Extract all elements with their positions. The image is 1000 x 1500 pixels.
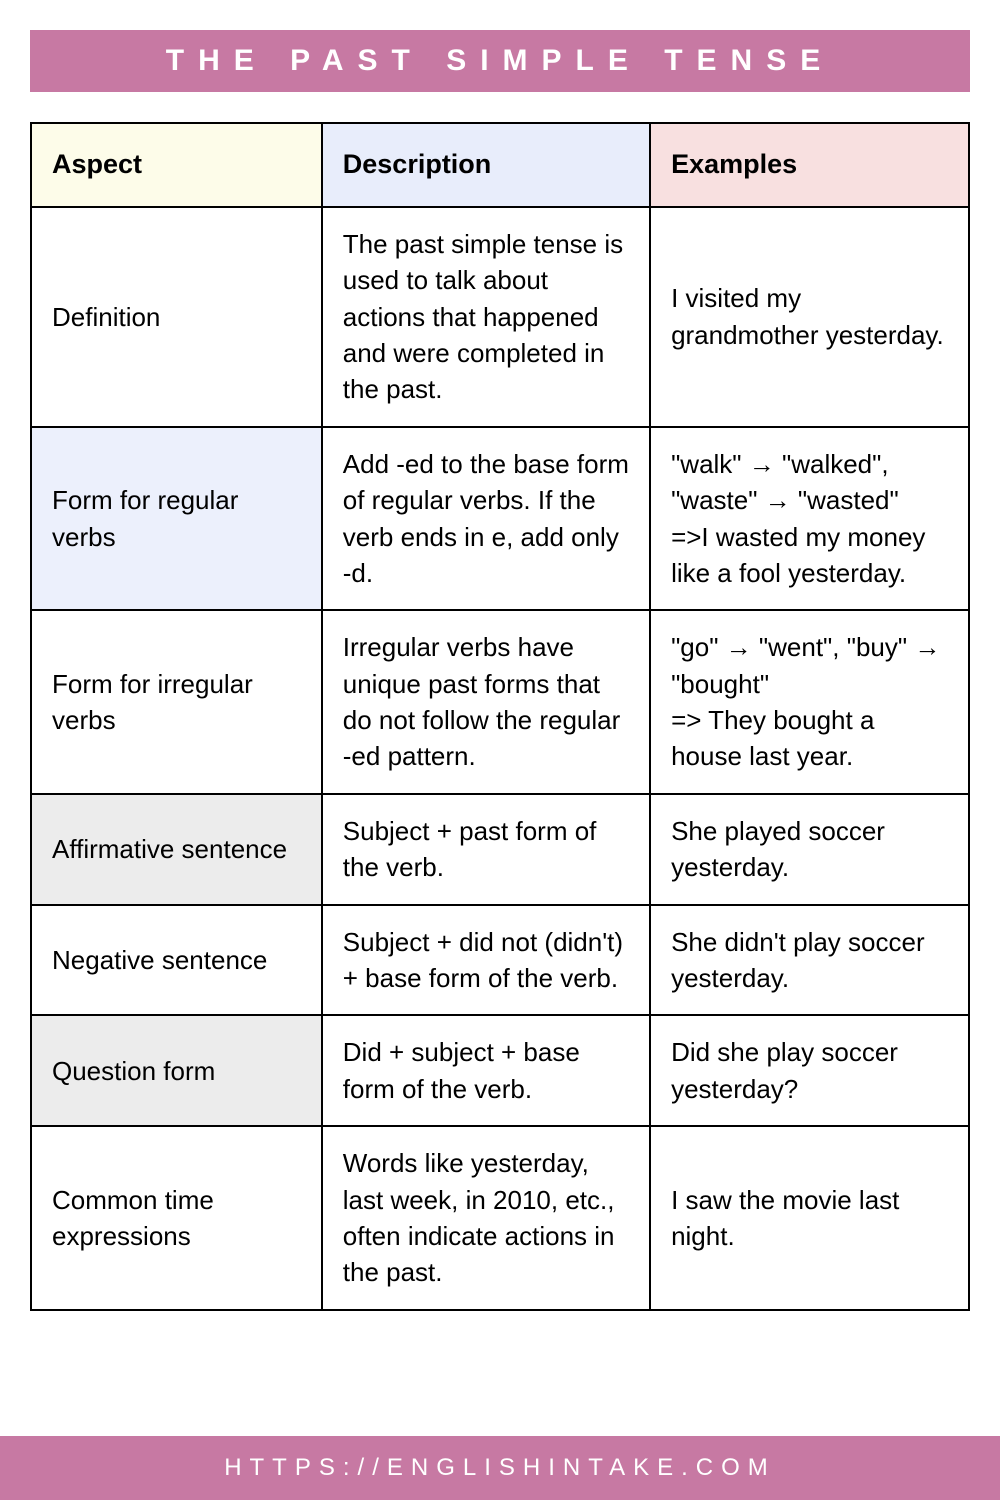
- cell-example: She played soccer yesterday.: [650, 794, 969, 905]
- cell-aspect: Affirmative sentence: [31, 794, 322, 905]
- grammar-table: Aspect Description Examples Definition T…: [30, 122, 970, 1311]
- page-title: THE PAST SIMPLE TENSE: [30, 30, 970, 92]
- table-row: Common time expressions Words like yeste…: [31, 1126, 969, 1310]
- table-row: Form for irregular verbs Irregular verbs…: [31, 610, 969, 794]
- table-row: Definition The past simple tense is used…: [31, 207, 969, 427]
- cell-description: The past simple tense is used to talk ab…: [322, 207, 650, 427]
- cell-aspect: Form for regular verbs: [31, 427, 322, 611]
- cell-example: "walk" → "walked", "waste" → "wasted"=>I…: [650, 427, 969, 611]
- cell-example: Did she play soccer yesterday?: [650, 1015, 969, 1126]
- cell-description: Subject + did not (didn't) + base form o…: [322, 905, 650, 1016]
- header-aspect: Aspect: [31, 123, 322, 207]
- table-header-row: Aspect Description Examples: [31, 123, 969, 207]
- table-row: Affirmative sentence Subject + past form…: [31, 794, 969, 905]
- cell-aspect: Negative sentence: [31, 905, 322, 1016]
- cell-example: "go" → "went", "buy" → "bought"=> They b…: [650, 610, 969, 794]
- cell-description: Subject + past form of the verb.: [322, 794, 650, 905]
- table-row: Form for regular verbs Add -ed to the ba…: [31, 427, 969, 611]
- cell-aspect: Form for irregular verbs: [31, 610, 322, 794]
- footer-url: HTTPS://ENGLISHINTAKE.COM: [0, 1436, 1000, 1500]
- table-row: Negative sentence Subject + did not (did…: [31, 905, 969, 1016]
- cell-aspect: Question form: [31, 1015, 322, 1126]
- cell-description: Add -ed to the base form of regular verb…: [322, 427, 650, 611]
- cell-example: I saw the movie last night.: [650, 1126, 969, 1310]
- cell-description: Irregular verbs have unique past forms t…: [322, 610, 650, 794]
- cell-example: I visited my grandmother yesterday.: [650, 207, 969, 427]
- cell-aspect: Definition: [31, 207, 322, 427]
- header-description: Description: [322, 123, 650, 207]
- cell-aspect: Common time expressions: [31, 1126, 322, 1310]
- table-row: Question form Did + subject + base form …: [31, 1015, 969, 1126]
- cell-description: Words like yesterday, last week, in 2010…: [322, 1126, 650, 1310]
- cell-description: Did + subject + base form of the verb.: [322, 1015, 650, 1126]
- header-examples: Examples: [650, 123, 969, 207]
- cell-example: She didn't play soccer yesterday.: [650, 905, 969, 1016]
